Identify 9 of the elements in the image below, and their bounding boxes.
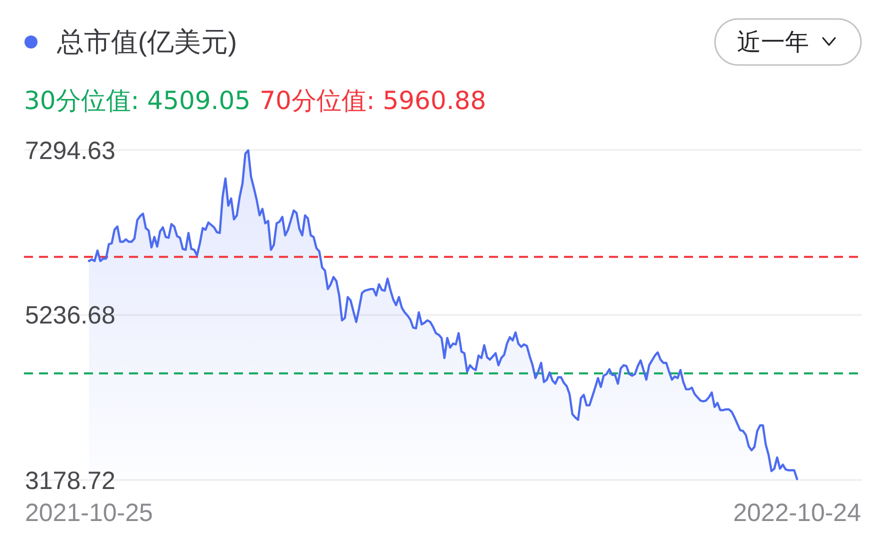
ref-line-label: 30分位值: 4509.05 bbox=[24, 86, 251, 115]
y-tick-label: 5236.68 bbox=[25, 302, 116, 330]
x-tick-label: 2022-10-24 bbox=[733, 499, 862, 527]
y-tick-label: 7294.63 bbox=[25, 136, 116, 165]
dropdown-button: 近一年 bbox=[714, 18, 862, 66]
x-tick-label: 2021-10-25 bbox=[25, 499, 153, 527]
legend-label: 总市值(亿美元) bbox=[56, 27, 237, 57]
ref-line-label: 70分位值: 5960.88 bbox=[260, 86, 486, 115]
y-tick-label: 3178.72 bbox=[25, 466, 116, 495]
